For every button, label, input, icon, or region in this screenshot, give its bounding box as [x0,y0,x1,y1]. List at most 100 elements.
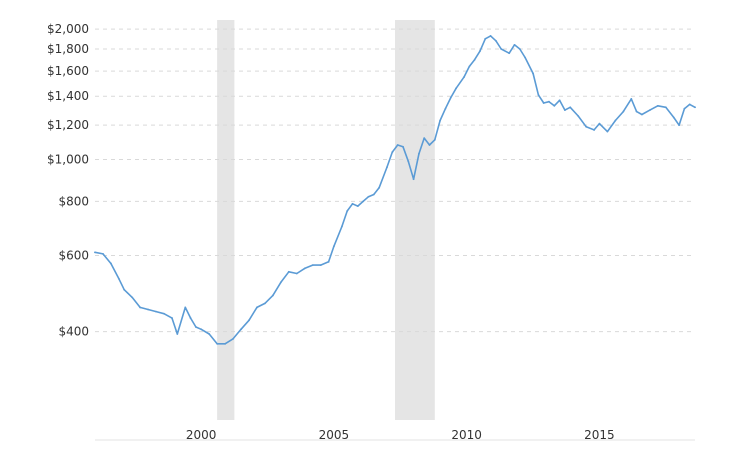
data-point [287,270,290,273]
data-point [295,272,298,275]
data-point [473,58,476,61]
data-point [641,113,643,116]
data-point [391,151,394,153]
data-point [163,312,165,315]
data-point [123,288,126,291]
data-point [548,100,550,103]
data-point [508,52,511,55]
x-tick-label: 2005 [319,428,350,442]
data-point [303,267,306,270]
data-point [351,202,354,205]
data-point [598,122,601,125]
data-point [189,317,192,319]
data-point [319,264,322,266]
data-point [532,72,534,75]
data-point [648,109,651,112]
data-point [569,106,572,109]
data-point [327,260,330,263]
data-point [630,98,633,100]
data-point [468,65,471,68]
data-point [94,251,96,254]
y-tick-label: $1,000 [47,152,89,166]
series-group [94,34,696,345]
x-tick-labels: 2000 2005 2010 2015 [186,428,615,442]
data-point [346,210,349,212]
data-point [479,50,481,52]
data-point [200,328,203,331]
data-point [449,96,452,99]
data-point [484,37,487,40]
x-tick-label: 2000 [186,428,217,442]
data-point [537,93,540,96]
data-point [386,166,388,169]
data-point [333,245,335,248]
x-tick-label: 2015 [584,428,615,442]
data-point [635,110,638,113]
data-point [622,110,625,113]
y-tick-label: $1,400 [47,89,89,103]
y-tick-label: $1,600 [47,64,89,78]
data-point [444,107,447,110]
data-point [240,328,242,331]
y-tick-labels: $400 $600 $800 $1,000 $1,200 $1,400 $1,600 $1,8… [47,22,89,338]
data-point [439,119,442,122]
data-point [412,178,415,181]
x-tick-label: 2010 [451,428,482,442]
data-point [176,333,179,335]
data-point [248,319,250,322]
data-point [311,264,314,266]
data-point [500,48,503,50]
data-point [372,193,375,196]
data-point [279,281,282,284]
data-point [367,195,370,198]
data-point [171,317,173,319]
data-point [139,306,142,309]
data-point [224,342,226,345]
data-point [513,43,516,46]
y-tick-label: $2,000 [47,22,89,36]
data-point [341,225,343,228]
data-point [402,145,404,148]
data-point [417,152,420,155]
data-point [553,104,556,107]
data-point [683,107,686,110]
recession-band-1 [217,20,235,420]
data-point [216,342,219,345]
data-point [672,116,675,119]
data-point [407,160,410,163]
data-point [271,294,274,297]
data-point [147,308,149,311]
data-point [688,103,691,106]
data-point [194,326,197,328]
data-point [362,200,365,203]
data-point [110,262,112,265]
y-tick-label: $1,800 [47,42,89,56]
data-point [614,119,617,122]
data-point [423,137,426,140]
y-tick-label: $1,200 [47,118,89,132]
data-point [396,144,399,146]
recession-bands [217,20,435,420]
data-point [524,56,526,59]
data-point [694,106,696,109]
data-point [494,39,497,42]
data-point [208,333,211,335]
data-point [606,130,609,133]
y-tick-label: $400 [58,325,89,339]
data-point [564,109,566,112]
data-point [356,205,359,208]
data-point [455,87,457,90]
data-point [585,125,588,128]
data-point [463,76,465,78]
data-point [656,104,659,107]
data-point [155,310,157,313]
data-point [577,115,580,117]
data-point [433,138,436,141]
data-point [678,124,680,127]
data-point [542,102,545,104]
y-tick-label: $600 [58,248,89,262]
data-point [664,106,667,109]
data-point [256,306,258,309]
